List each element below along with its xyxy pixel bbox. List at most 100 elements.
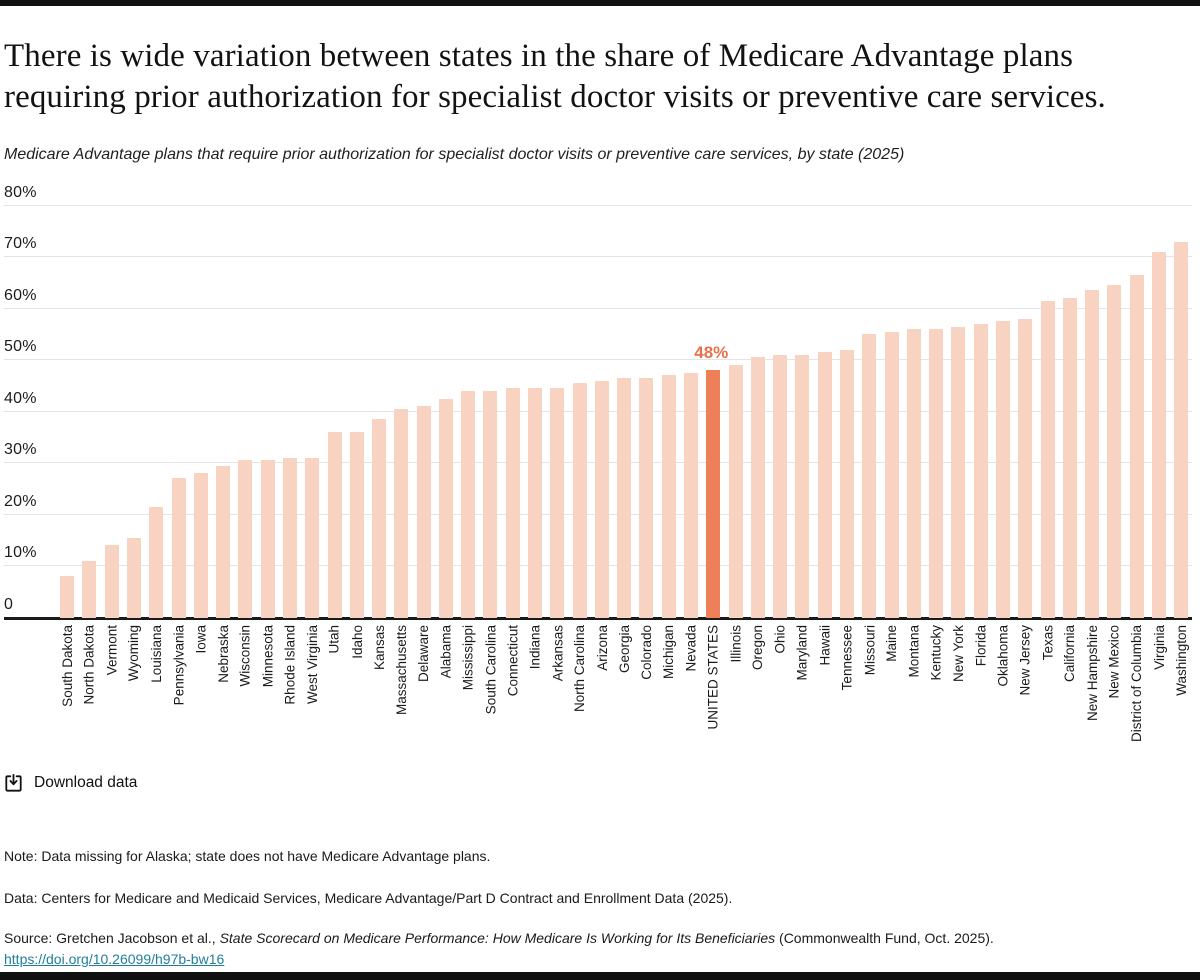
x-tick-label: Michigan: [661, 624, 677, 679]
bar-slot: [257, 206, 279, 618]
bar-kansas: [372, 419, 387, 618]
x-tick-label: UNITED STATES: [705, 624, 721, 730]
x-tick-label: Vermont: [104, 624, 120, 675]
x-tick-slot: New York: [947, 618, 969, 758]
bar-tennessee: [839, 349, 854, 618]
y-tick-label: 30%: [4, 441, 37, 458]
bar-slot: [903, 206, 925, 618]
bar-idaho: [349, 432, 364, 618]
bar-washington: [1174, 241, 1189, 618]
doi-link[interactable]: https://doi.org/10.26099/h97b-bw16: [4, 950, 225, 967]
x-tick-slot: Nebraska: [212, 618, 234, 758]
bar-slot: [680, 206, 702, 618]
bar-north-dakota: [82, 560, 97, 618]
bar-pennsylvania: [171, 478, 186, 618]
gridline: [4, 359, 1192, 360]
x-tick-slot: Kansas: [368, 618, 390, 758]
source-title: State Scorecard on Medicare Performance:…: [219, 929, 776, 946]
bar-california: [1062, 298, 1077, 618]
x-tick-slot: Massachusetts: [390, 618, 412, 758]
x-tick-label: Delaware: [416, 624, 432, 682]
bar-nebraska: [216, 465, 231, 618]
x-tick-label: Louisiana: [148, 624, 164, 683]
bar-slot: [56, 206, 78, 618]
bar-slot: [747, 206, 769, 618]
bar-new-jersey: [1018, 318, 1033, 618]
gridline: [4, 204, 1192, 206]
x-tick-slot: Nevada: [680, 618, 702, 758]
x-tick-label: Wisconsin: [237, 624, 253, 687]
bar-iowa: [193, 473, 208, 618]
bar-maryland: [795, 354, 810, 618]
x-tick-slot: Washington: [1170, 618, 1192, 758]
x-axis-line: [4, 616, 1192, 620]
bar-north-carolina: [572, 383, 587, 618]
x-tick-label: Oklahoma: [995, 624, 1011, 687]
download-data-button[interactable]: Download data: [4, 772, 137, 795]
x-tick-label: North Dakota: [81, 624, 97, 705]
bar-mississippi: [461, 390, 476, 618]
x-tick-label: Kentucky: [928, 624, 944, 681]
source-suffix: (Commonwealth Fund, Oct. 2025).: [775, 929, 994, 946]
bar-utah: [327, 432, 342, 618]
bar-slot: [1081, 206, 1103, 618]
x-tick-label: South Dakota: [59, 624, 75, 707]
bar-new-mexico: [1107, 285, 1122, 618]
bar-slot: [769, 206, 791, 618]
chart-subtitle: Medicare Advantage plans that require pr…: [4, 145, 905, 163]
x-tick-label: Alabama: [438, 624, 454, 678]
x-tick-label: Washington: [1173, 624, 1189, 696]
y-tick-label: 40%: [4, 389, 37, 407]
bar-slot: [546, 206, 568, 618]
x-tick-label: Oregon: [750, 624, 766, 670]
x-tick-slot: Kentucky: [925, 618, 947, 758]
bar-slot: [479, 206, 501, 618]
bar-slot: [925, 206, 947, 618]
x-tick-label: New Jersey: [1017, 624, 1033, 696]
bar-south-carolina: [483, 390, 498, 618]
bar-slot: [435, 206, 457, 618]
bar-missouri: [862, 334, 877, 618]
x-tick-slot: Rhode Island: [279, 618, 301, 758]
gridline: [4, 256, 1192, 257]
bar-west-virginia: [305, 457, 320, 618]
x-tick-label: Kansas: [371, 624, 387, 670]
y-tick-label: 70%: [4, 235, 37, 252]
bar-slot: [413, 206, 435, 618]
bar-slot: [970, 206, 992, 618]
x-tick-slot: New Mexico: [1103, 618, 1125, 758]
x-tick-slot: Ohio: [769, 618, 791, 758]
x-tick-slot: Connecticut: [502, 618, 524, 758]
bottom-rule: [0, 972, 1200, 980]
x-tick-slot: South Carolina: [479, 618, 501, 758]
bar-slot: [1170, 206, 1192, 618]
x-axis-labels: South Dakota North Dakota Vermont Wyoming Lo…: [56, 618, 1192, 758]
bar-slot: [992, 206, 1014, 618]
x-tick-label: Idaho: [349, 624, 365, 659]
bar-slot: [301, 206, 323, 618]
x-tick-slot: California: [1059, 618, 1081, 758]
top-rule: [0, 0, 1200, 6]
x-tick-label: Connecticut: [505, 624, 521, 696]
bar-united-states: [706, 370, 721, 618]
x-tick-slot: Idaho: [346, 618, 368, 758]
bar-slot: [1103, 206, 1125, 618]
bar-nevada: [684, 372, 699, 618]
y-tick-label: 20%: [4, 492, 37, 510]
bar-new-york: [951, 326, 966, 618]
bar-slot: [591, 206, 613, 618]
x-tick-label: Hawaii: [817, 624, 833, 666]
x-tick-slot: Wyoming: [123, 618, 145, 758]
bar-ohio: [773, 354, 788, 618]
bar-slot: [1148, 206, 1170, 618]
bar-south-dakota: [60, 576, 75, 618]
x-tick-label: California: [1062, 624, 1078, 682]
x-tick-label: Texas: [1040, 624, 1056, 660]
x-tick-slot: Maryland: [791, 618, 813, 758]
bar-texas: [1040, 300, 1055, 618]
x-tick-label: New Mexico: [1106, 624, 1122, 699]
x-tick-label: Virginia: [1151, 624, 1167, 670]
x-tick-label: West Virginia: [304, 624, 320, 704]
x-tick-label: Rhode Island: [282, 624, 298, 705]
bar-michigan: [661, 375, 676, 618]
